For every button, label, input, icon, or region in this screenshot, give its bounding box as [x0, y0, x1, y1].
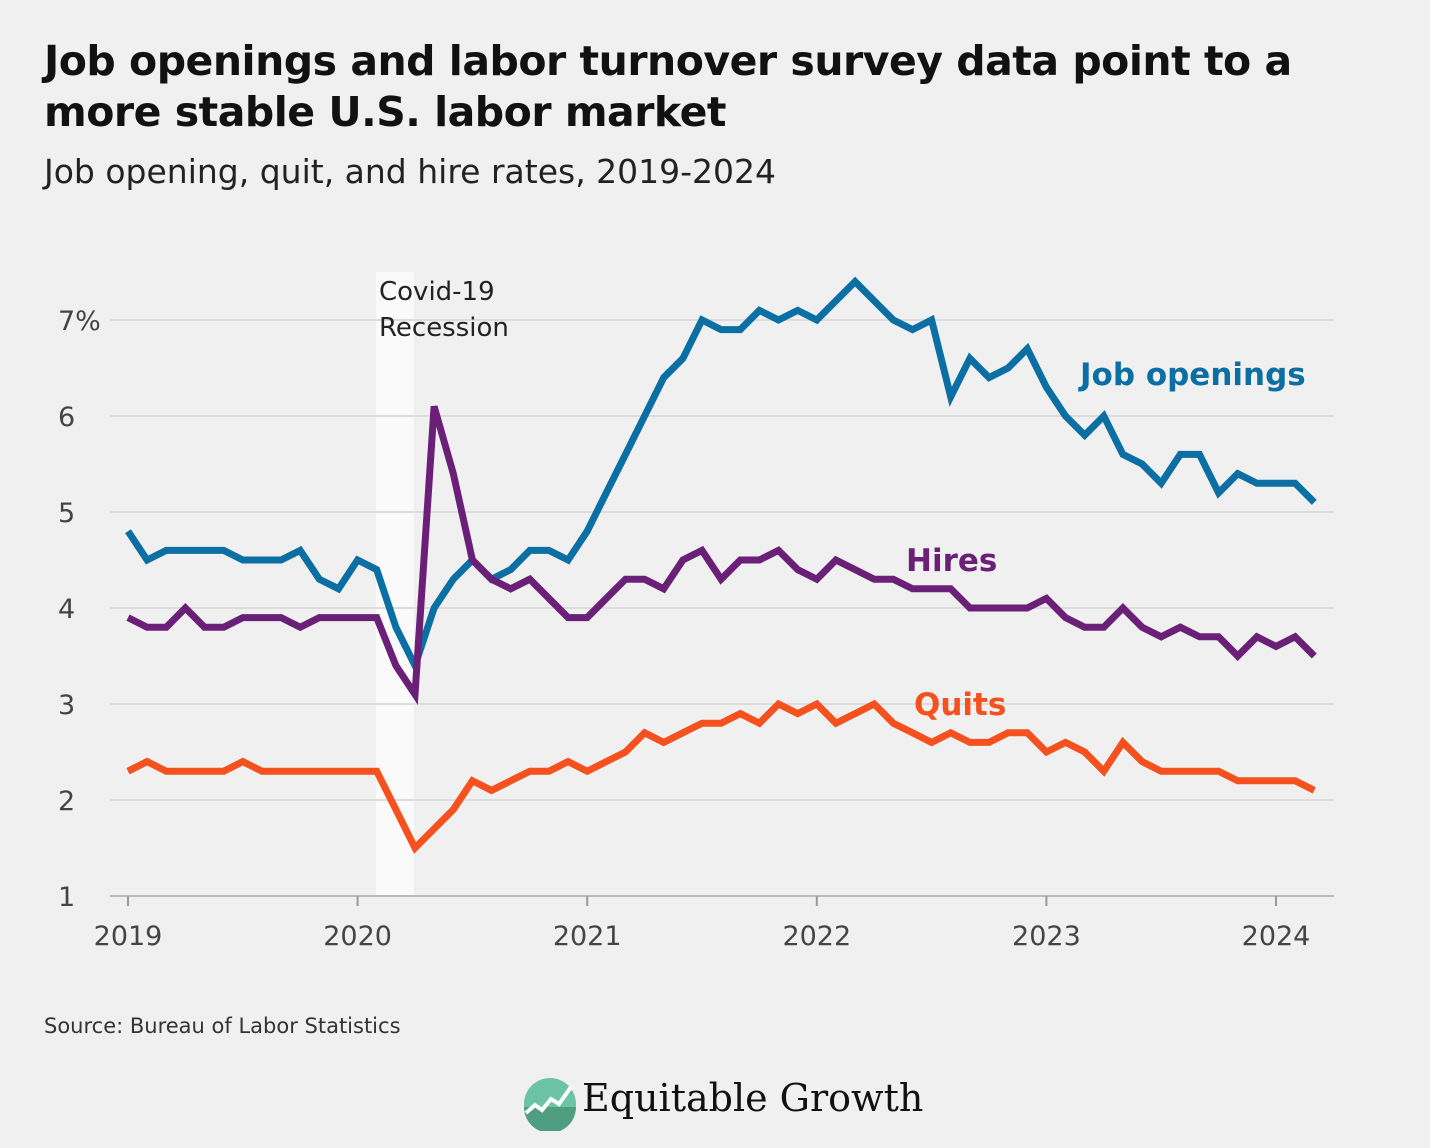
x-tick-label: 2019 — [94, 921, 163, 952]
x-tick-label: 2022 — [782, 921, 851, 952]
y-tick-label: 6 — [58, 402, 75, 433]
recession-label-line1: Covid-19 — [379, 277, 495, 307]
equitable-growth-logo-icon — [524, 1078, 576, 1131]
x-tick-label: 2021 — [553, 921, 622, 952]
line-chart: 1 2 3 4 5 6 7% 2019 2020 2021 2022 2023 2024 Covid-… — [58, 276, 1334, 952]
source-note: Source: Bureau of Labor Statistics — [44, 1014, 401, 1038]
x-tick-label: 2024 — [1242, 921, 1311, 952]
series-label-quits: Quits — [914, 687, 1006, 723]
y-tick-label: 7% — [58, 306, 101, 337]
chart-subtitle: Job opening, quit, and hire rates, 2019-… — [44, 152, 777, 191]
y-tick-label: 3 — [58, 690, 75, 721]
y-tick-label: 2 — [58, 786, 75, 817]
x-tick-label: 2020 — [323, 921, 392, 952]
x-tick-label: 2023 — [1012, 921, 1081, 952]
chart-title: Job openings and labor turnover survey d… — [44, 37, 1292, 136]
series-line-quits — [126, 699, 1316, 854]
series-label-hires: Hires — [906, 543, 997, 579]
series-line-job-openings — [125, 276, 1317, 675]
y-tick-label: 5 — [58, 498, 75, 529]
y-tick-label: 4 — [58, 594, 75, 625]
recession-label-line2: Recession — [379, 313, 509, 343]
logo-text: Equitable Growth — [582, 1076, 924, 1120]
y-tick-label: 1 — [58, 882, 75, 913]
series-label-job-openings: Job openings — [1078, 357, 1306, 393]
series-line-hires — [126, 405, 1317, 705]
